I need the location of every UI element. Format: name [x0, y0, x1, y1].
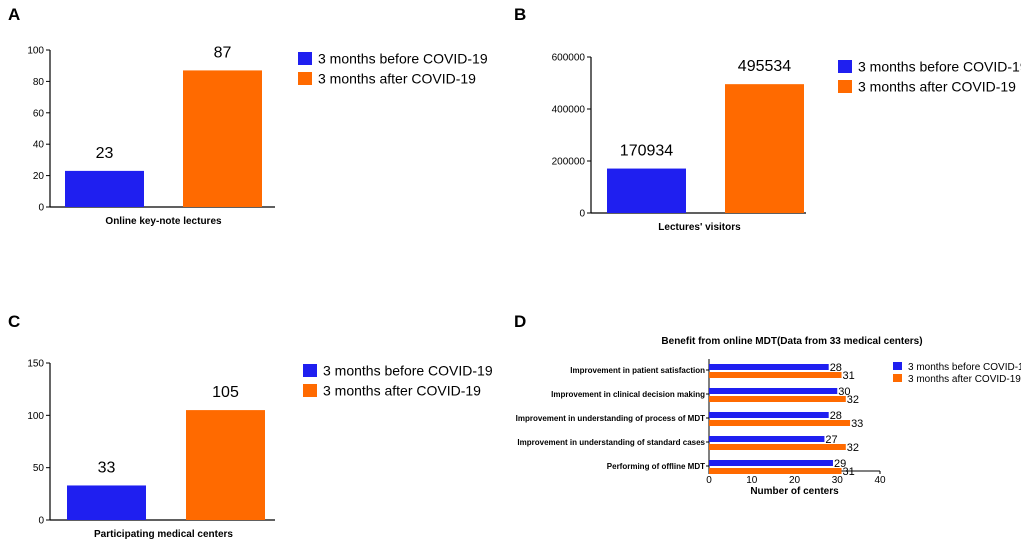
category-label: Performing of offline MDT — [607, 462, 705, 471]
data-label: 27 — [825, 434, 837, 446]
bar-before — [709, 412, 829, 418]
category-label: Improvement in understanding of standard… — [517, 438, 705, 447]
bar-after — [725, 84, 804, 213]
data-label: 87 — [214, 44, 232, 61]
x-tick-label: 20 — [789, 475, 801, 486]
data-label: 30 — [838, 386, 850, 398]
chart-b: 0 200000 400000 600000 170934 495534 Lectures'… — [552, 53, 1021, 234]
bar-after — [186, 410, 265, 520]
panel-letter-b: B — [514, 5, 526, 24]
category-label: Improvement in clinical decision making — [551, 390, 705, 399]
bar-after — [709, 444, 846, 450]
legend-swatch — [298, 72, 312, 85]
bar-before — [607, 168, 686, 213]
panel-letter-c: C — [8, 312, 20, 331]
legend-swatch — [893, 362, 902, 370]
data-label: 29 — [834, 458, 846, 470]
data-label: 105 — [212, 384, 239, 401]
y-tick-label: 80 — [33, 77, 45, 88]
legend-label: 3 months after COVID-19 — [858, 79, 1016, 95]
bar-after — [183, 70, 262, 207]
bar-before — [65, 170, 144, 207]
data-label: 31 — [843, 466, 855, 478]
bar-before — [709, 436, 825, 442]
data-label: 31 — [843, 370, 855, 382]
legend-swatch — [838, 80, 852, 93]
data-label: 495534 — [738, 58, 791, 75]
data-label: 33 — [98, 459, 116, 476]
data-label: 28 — [830, 362, 842, 374]
bar-before — [709, 364, 829, 370]
y-tick-label: 0 — [38, 516, 44, 527]
y-tick-label: 400000 — [552, 105, 586, 116]
y-tick-label: 20 — [33, 171, 45, 182]
legend-swatch — [303, 384, 317, 397]
x-tick-label: 30 — [832, 475, 844, 486]
category-label: Improvement in patient satisfaction — [570, 366, 705, 375]
legend-label: 3 months before COVID-19 — [318, 51, 488, 67]
panel-letter-a: A — [8, 5, 20, 24]
legend-swatch — [303, 364, 317, 377]
legend-swatch — [298, 52, 312, 65]
data-label: 32 — [847, 394, 859, 406]
legend-label: 3 months before COVID-19 — [908, 362, 1021, 373]
y-tick-label: 200000 — [552, 157, 586, 168]
bar-before — [709, 460, 833, 466]
y-tick-label: 0 — [579, 209, 585, 220]
y-tick-label: 100 — [27, 411, 44, 422]
x-tick-label: 40 — [874, 475, 886, 486]
y-tick-label: 0 — [38, 203, 44, 214]
legend-swatch — [893, 374, 902, 382]
y-tick-label: 150 — [27, 359, 44, 370]
legend-swatch — [838, 60, 852, 73]
panel-letter-d: D — [514, 312, 526, 331]
chart-title: Benefit from online MDT(Data from 33 med… — [661, 336, 922, 347]
category-label: Improvement in understanding of process … — [516, 414, 705, 423]
x-tick-label: 0 — [706, 475, 712, 486]
bar-before — [67, 485, 146, 520]
chart-a: 0 20 40 60 80 100 23 87 Online key-note lectures… — [27, 44, 488, 227]
legend-label: 3 months before COVID-19 — [858, 59, 1021, 75]
legend-label: 3 months after COVID-19 — [318, 71, 476, 87]
y-tick-label: 50 — [33, 463, 45, 474]
bar-after — [709, 420, 851, 426]
bar-before — [709, 388, 838, 394]
x-axis-label: Online key-note lectures — [105, 216, 222, 227]
chart-c: 0 50 100 150 33 105 Participating medical cent… — [27, 359, 493, 540]
x-axis-label: Lectures' visitors — [658, 222, 741, 233]
x-axis-label: Number of centers — [750, 486, 839, 497]
data-label: 23 — [96, 145, 114, 162]
chart-d: Benefit from online MDT(Data from 33 med… — [516, 336, 1021, 497]
data-label: 170934 — [620, 143, 673, 160]
x-axis-label: Participating medical centers — [94, 529, 233, 540]
bar-after — [709, 468, 842, 474]
legend-label: 3 months before COVID-19 — [323, 363, 493, 379]
y-tick-label: 100 — [27, 46, 44, 57]
x-tick-label: 10 — [746, 475, 758, 486]
legend-label: 3 months after COVID-19 — [323, 383, 481, 399]
data-label: 33 — [851, 418, 863, 430]
y-tick-label: 60 — [33, 108, 45, 119]
y-tick-label: 600000 — [552, 53, 586, 64]
y-tick-label: 40 — [33, 140, 45, 151]
bar-after — [709, 396, 846, 402]
bar-after — [709, 372, 842, 378]
data-label: 32 — [847, 442, 859, 454]
legend-label: 3 months after COVID-19 — [908, 374, 1021, 385]
data-label: 28 — [830, 410, 842, 422]
